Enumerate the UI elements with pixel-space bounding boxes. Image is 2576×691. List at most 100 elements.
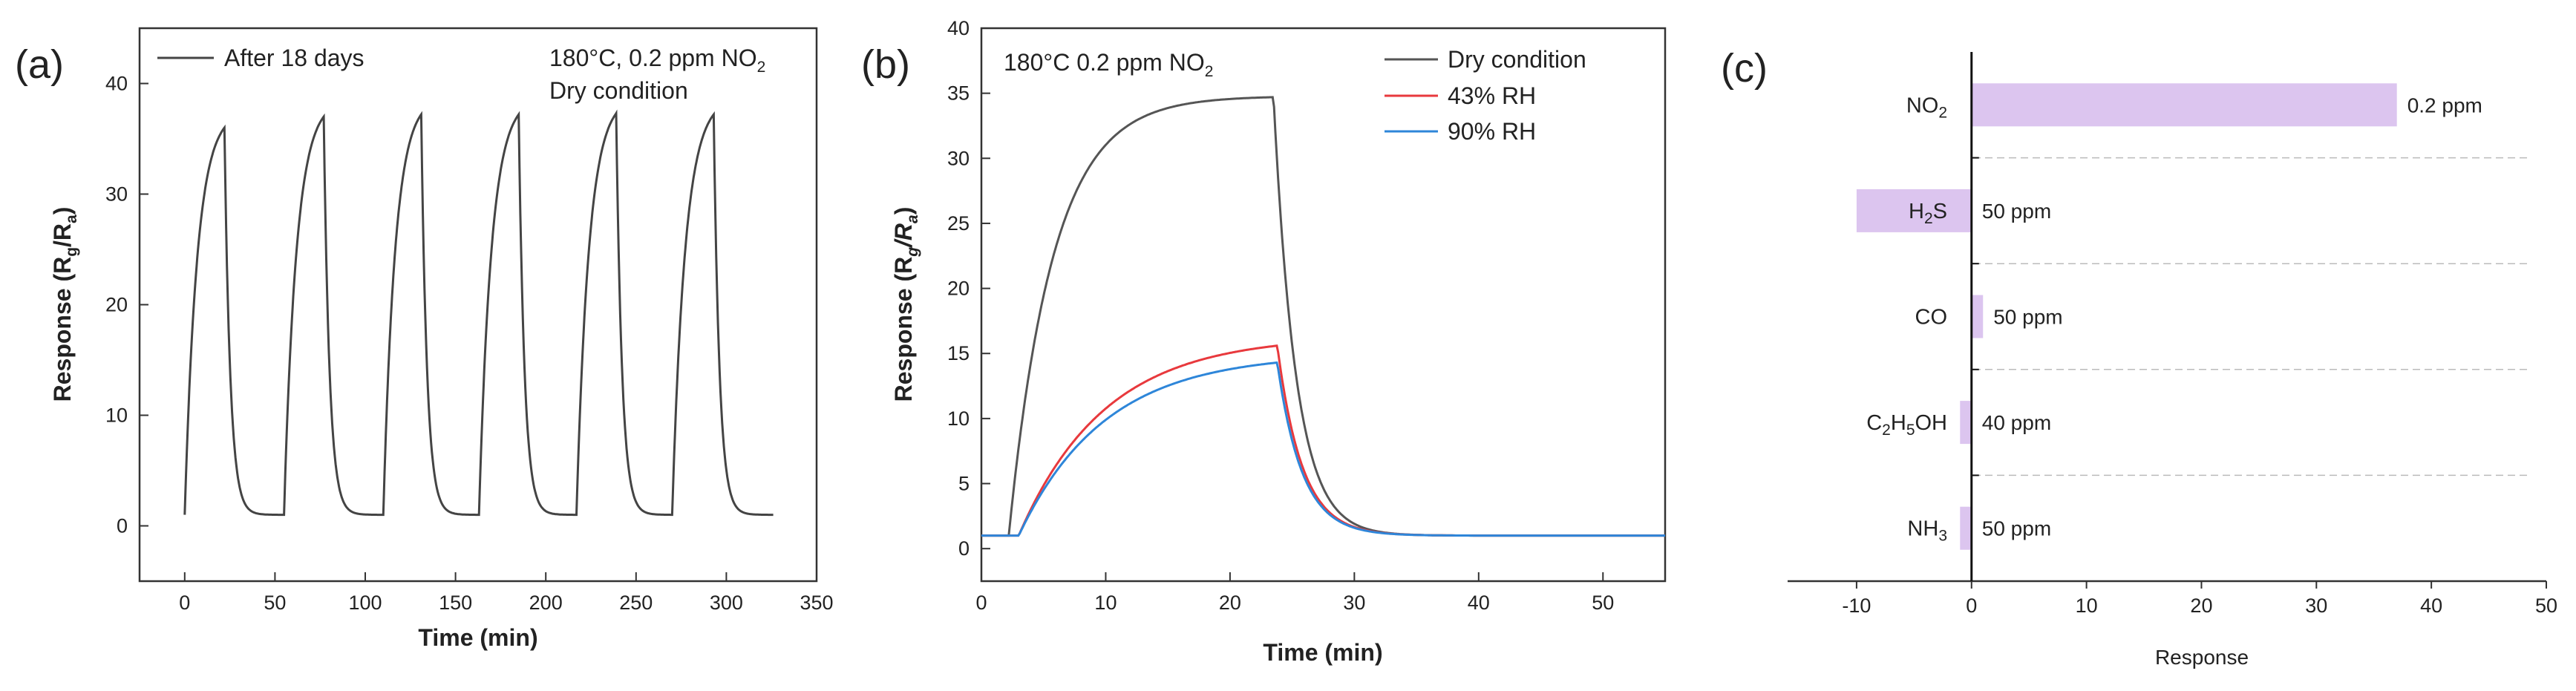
panel-a-ylabel-sub2: a xyxy=(63,214,80,223)
panel-a-y-tick-label: 30 xyxy=(105,183,128,206)
panel-a-series-line xyxy=(183,109,774,517)
panel-a-x-tick-label: 200 xyxy=(529,592,563,614)
panel-c-category-label-part: H xyxy=(1891,411,1906,435)
panel-a-label: (a) xyxy=(15,42,64,87)
panel-a-ylabel-prefix: Response (R xyxy=(49,257,76,402)
panel-a-x-tick-label: 50 xyxy=(264,592,286,614)
panel-c-x-ticks: -10 0 10 20 30 40 50 xyxy=(1842,581,2557,617)
panel-b-ylabel-sub1: g xyxy=(904,247,921,258)
panel-b-ylabel-mid: /R xyxy=(890,223,917,249)
panel-c-x-tick-label: 50 xyxy=(2535,595,2557,617)
panel-b-legend-43rh: 43% RH xyxy=(1448,82,1536,109)
panel-c-category-label: C2H5OH xyxy=(1866,411,1947,439)
panel-c-category-label: NH3 xyxy=(1907,517,1947,545)
panel-c-category-label-part: NO xyxy=(1906,94,1939,117)
panel-a-ylabel-sub1: g xyxy=(63,247,80,257)
panel-a-y-tick-label: 40 xyxy=(105,73,128,95)
panel-c-bars: 0.2 ppm 50 ppm 50 ppm 40 ppm 50 ppm xyxy=(1856,83,2482,550)
panel-b-y-tick-label: 5 xyxy=(958,473,970,495)
panel-c-category-label-part: 2 xyxy=(1924,210,1933,227)
panel-c-x-axis-title: Response xyxy=(2155,646,2249,669)
panel-c-bar-label: 0.2 ppm xyxy=(2407,94,2482,117)
panel-a-series xyxy=(183,109,774,517)
panel-a-x-tick-label: 100 xyxy=(348,592,382,614)
panel-b-y-tick-label: 15 xyxy=(947,342,970,364)
panel-b: (b) 0 10 20 30 40 50 0 5 10 15 20 25 30 35 40 180°C 0… xyxy=(861,17,1667,666)
panel-c-category-label-part: 3 xyxy=(1938,528,1947,545)
panel-a-y-tick-label: 20 xyxy=(105,294,128,316)
panel-c-x-tick-label: 10 xyxy=(2076,595,2098,617)
panel-a-y-ticks: 0 10 20 30 40 xyxy=(105,73,148,537)
panel-b-x-ticks: 0 10 20 30 40 50 xyxy=(975,572,1614,614)
panel-b-series-line xyxy=(981,96,1665,537)
panel-c-x-tick-label: -10 xyxy=(1842,595,1871,617)
panel-b-x-tick-label: 30 xyxy=(1343,592,1365,614)
panel-a-annotation-line1: 180°C, 0.2 ppm NO2 xyxy=(549,45,765,76)
panel-b-x-tick-label: 50 xyxy=(1592,592,1614,614)
panel-b-y-tick-label: 35 xyxy=(947,82,970,105)
panel-b-ylabel-sub2: a xyxy=(904,214,921,223)
panel-a-legend-label: After 18 days xyxy=(224,45,365,71)
panel-b-ylabel-prefix: Response (R xyxy=(890,257,917,402)
panel-c-bar xyxy=(1960,401,1972,445)
panel-a-annotation-main: 180°C, 0.2 ppm NO xyxy=(549,45,757,71)
panel-a-ylabel-suffix: ) xyxy=(49,207,76,215)
panel-b-series-line xyxy=(981,361,1665,537)
panel-a-annotation-subscript: 2 xyxy=(757,59,766,76)
panel-b-annotation: 180°C 0.2 ppm NO2 xyxy=(1004,49,1213,80)
panel-a-ylabel-mid: /R xyxy=(49,223,76,247)
panel-c-category-label-part: NH xyxy=(1907,517,1938,541)
panel-c-label: (c) xyxy=(1721,46,1768,91)
panel-c-category-label-part: 2 xyxy=(1938,104,1947,121)
panel-b-y-tick-label: 10 xyxy=(947,407,970,430)
panel-a-x-tick-label: 0 xyxy=(179,592,190,614)
panel-b-ylabel-suffix: ) xyxy=(890,207,917,215)
panel-c-category-label-part: S xyxy=(1933,200,1947,223)
panel-b-legend-dry: Dry condition xyxy=(1448,46,1586,73)
panel-a-x-tick-label: 300 xyxy=(710,592,743,614)
panel-c-category-label: NO2 xyxy=(1906,94,1947,121)
panel-b-y-tick-label: 20 xyxy=(947,278,970,300)
panel-b-x-tick-label: 10 xyxy=(1094,592,1117,614)
panel-b-x-tick-label: 0 xyxy=(975,592,987,614)
panel-c-bar xyxy=(1971,295,1984,338)
panel-c-x-tick-label: 30 xyxy=(2305,595,2327,617)
panel-a-x-ticks: 0 50 100 150 200 250 300 350 xyxy=(179,572,834,614)
panel-b-series xyxy=(981,96,1665,537)
panel-c-bar-label: 50 ppm xyxy=(1993,306,2062,329)
panel-c-x-tick-label: 40 xyxy=(2420,595,2442,617)
panel-b-label: (b) xyxy=(861,42,910,87)
panel-b-x-axis-title: Time (min) xyxy=(1263,639,1382,666)
panel-b-y-tick-label: 0 xyxy=(958,537,970,560)
panel-b-y-tick-label: 25 xyxy=(947,212,970,235)
panel-b-legend-90rh: 90% RH xyxy=(1448,118,1536,145)
panel-a-x-tick-label: 150 xyxy=(439,592,472,614)
panel-c-bar-label: 50 ppm xyxy=(1982,517,2051,540)
panel-c-x-tick-label: 0 xyxy=(1966,595,1977,617)
panel-b-y-axis-title: Response (Rg/Ra) xyxy=(890,207,921,402)
panel-a-y-tick-label: 0 xyxy=(117,515,128,537)
panel-b-y-ticks: 0 5 10 15 20 25 30 35 40 xyxy=(947,17,990,560)
panel-a-x-axis-title: Time (min) xyxy=(418,624,537,651)
panel-c-separators xyxy=(1971,157,2531,477)
panel-c-bar-label: 40 ppm xyxy=(1982,411,2051,434)
panel-b-y-tick-label: 30 xyxy=(947,147,970,169)
panel-c-category-label-part: 5 xyxy=(1906,422,1915,439)
panel-c-x-tick-label: 20 xyxy=(2190,595,2212,617)
panel-b-x-tick-label: 20 xyxy=(1219,592,1241,614)
panel-c-bar-label: 50 ppm xyxy=(1982,200,2051,223)
panel-c-category-label-part: 2 xyxy=(1882,422,1891,439)
panel-c-category-label-part: CO xyxy=(1915,306,1948,330)
panel-a-y-axis-title: Response (Rg/Ra) xyxy=(49,207,80,402)
panel-b-annotation-subscript: 2 xyxy=(1205,63,1214,80)
panel-a-annotation-line2: Dry condition xyxy=(549,77,688,104)
panel-c-category-label-part: C xyxy=(1866,411,1882,435)
panel-a-x-tick-label: 350 xyxy=(800,592,833,614)
panel-c-category-label-part: OH xyxy=(1915,411,1948,435)
panel-a-frame xyxy=(138,27,818,583)
panel-a-x-tick-label: 250 xyxy=(619,592,653,614)
panel-c-bar xyxy=(1856,189,1972,232)
